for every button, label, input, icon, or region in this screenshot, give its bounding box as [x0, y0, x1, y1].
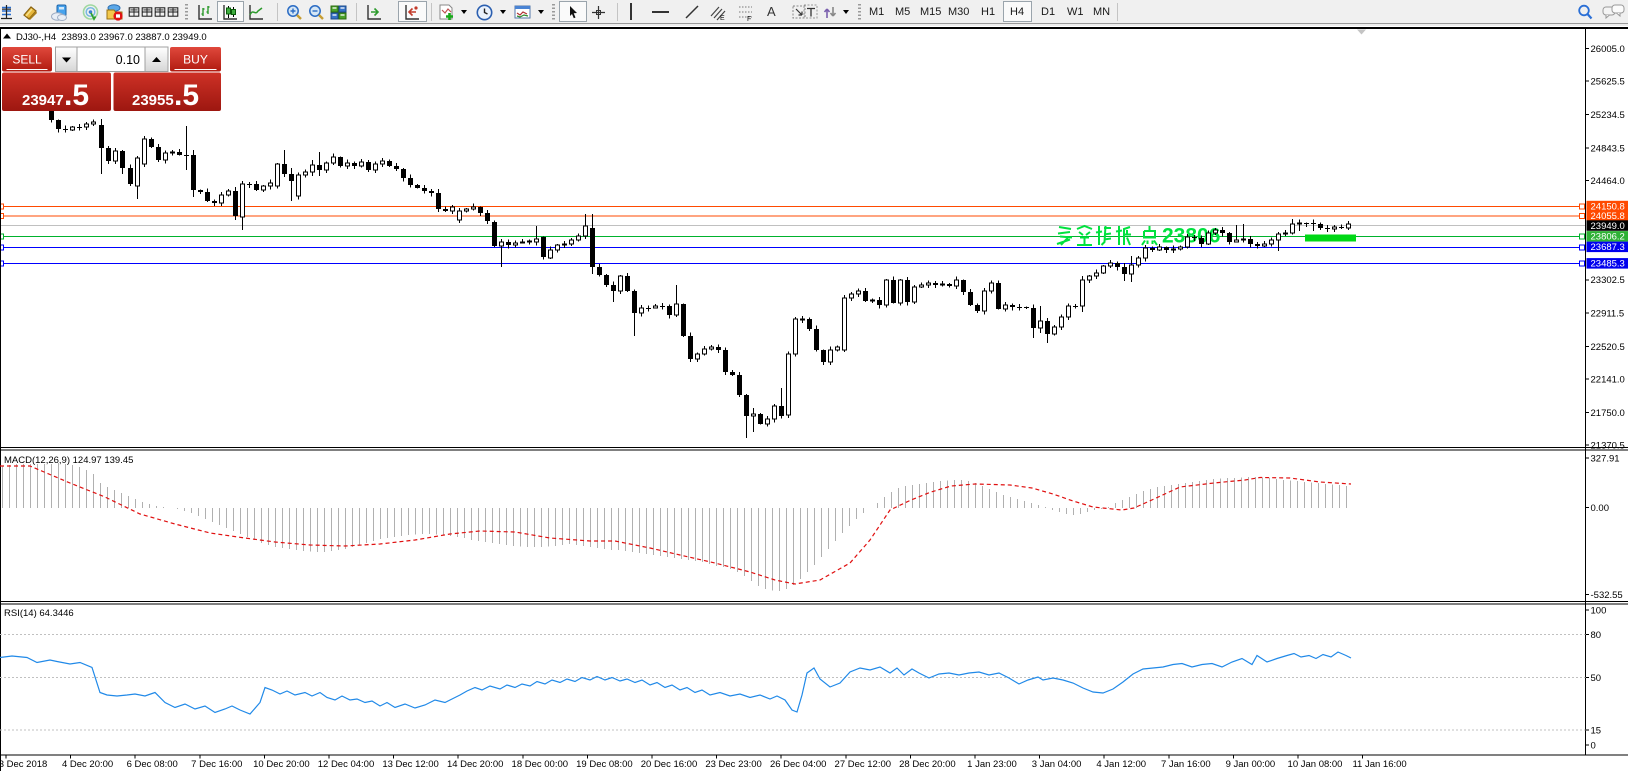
svg-text:21750.0: 21750.0 — [1591, 408, 1625, 419]
svg-text:23687.3: 23687.3 — [1591, 242, 1625, 253]
svg-text:22141.0: 22141.0 — [1591, 375, 1625, 386]
svg-text:11 Jan 16:00: 11 Jan 16:00 — [1352, 759, 1406, 770]
svg-text:23947: 23947 — [22, 92, 64, 109]
svg-text:27 Dec 12:00: 27 Dec 12:00 — [835, 759, 892, 770]
svg-text:50: 50 — [1591, 673, 1602, 684]
svg-text:24464.0: 24464.0 — [1591, 176, 1625, 187]
svg-text:13 Dec 12:00: 13 Dec 12:00 — [382, 759, 439, 770]
svg-text:SELL: SELL — [12, 53, 42, 67]
svg-text:0.00: 0.00 — [1591, 503, 1610, 514]
svg-text:3 Dec 2018: 3 Dec 2018 — [0, 759, 47, 770]
svg-text:18 Dec 00:00: 18 Dec 00:00 — [512, 759, 569, 770]
svg-text:23806.2: 23806.2 — [1591, 232, 1625, 243]
svg-text:F: F — [747, 16, 751, 22]
svg-text:23302.5: 23302.5 — [1591, 275, 1625, 286]
svg-text:100: 100 — [1591, 605, 1607, 616]
svg-text:.5: .5 — [174, 79, 199, 112]
svg-text:E: E — [720, 15, 725, 22]
svg-text:BUY: BUY — [183, 53, 208, 67]
svg-text:.5: .5 — [64, 79, 89, 112]
svg-text:7 Dec 16:00: 7 Dec 16:00 — [191, 759, 242, 770]
svg-text:24055.8: 24055.8 — [1591, 211, 1625, 222]
svg-text:6 Dec 08:00: 6 Dec 08:00 — [127, 759, 178, 770]
svg-text:MACD(12,26,9) 124.97 139.45: MACD(12,26,9) 124.97 139.45 — [4, 455, 133, 466]
svg-text:12 Dec 04:00: 12 Dec 04:00 — [318, 759, 375, 770]
svg-text:80: 80 — [1591, 630, 1602, 641]
svg-text:15: 15 — [1591, 725, 1602, 736]
svg-text:24150.8: 24150.8 — [1591, 201, 1625, 212]
svg-text:19 Dec 08:00: 19 Dec 08:00 — [576, 759, 633, 770]
svg-text:RSI(14) 64.3446: RSI(14) 64.3446 — [4, 608, 74, 619]
svg-text:DJ30-,H4 23893.0 23967.0 2388: DJ30-,H4 23893.0 23967.0 23887.0 23949.0 — [16, 32, 207, 43]
svg-text:327.91: 327.91 — [1591, 453, 1620, 464]
svg-text:26 Dec 04:00: 26 Dec 04:00 — [770, 759, 827, 770]
svg-text:23949.0: 23949.0 — [1591, 221, 1625, 232]
svg-text:23806: 23806 — [1162, 225, 1220, 248]
svg-text:23485.3: 23485.3 — [1591, 259, 1625, 270]
svg-text:23 Dec 23:00: 23 Dec 23:00 — [705, 759, 762, 770]
svg-text:10 Jan 08:00: 10 Jan 08:00 — [1288, 759, 1343, 770]
svg-text:10 Dec 20:00: 10 Dec 20:00 — [253, 759, 310, 770]
svg-text:1 Jan 23:00: 1 Jan 23:00 — [967, 759, 1017, 770]
svg-text:21370.5: 21370.5 — [1591, 440, 1625, 451]
svg-text:23955: 23955 — [132, 92, 174, 109]
svg-text:3 Jan 04:00: 3 Jan 04:00 — [1032, 759, 1082, 770]
svg-text:25625.5: 25625.5 — [1591, 77, 1625, 88]
svg-text:25234.5: 25234.5 — [1591, 110, 1625, 121]
svg-text:22520.5: 22520.5 — [1591, 342, 1625, 353]
svg-text:20 Dec 16:00: 20 Dec 16:00 — [641, 759, 698, 770]
svg-text:-532.55: -532.55 — [1591, 590, 1623, 601]
svg-text:28 Dec 20:00: 28 Dec 20:00 — [899, 759, 956, 770]
svg-text:24843.5: 24843.5 — [1591, 143, 1625, 154]
svg-text:7 Jan 16:00: 7 Jan 16:00 — [1161, 759, 1211, 770]
svg-text:0.10: 0.10 — [116, 53, 140, 67]
svg-text:4 Dec 20:00: 4 Dec 20:00 — [62, 759, 113, 770]
svg-text:9 Jan 00:00: 9 Jan 00:00 — [1226, 759, 1276, 770]
svg-text:14 Dec 20:00: 14 Dec 20:00 — [447, 759, 504, 770]
svg-text:4 Jan 12:00: 4 Jan 12:00 — [1096, 759, 1146, 770]
svg-text:22911.5: 22911.5 — [1591, 309, 1625, 320]
svg-text:0: 0 — [1591, 741, 1596, 752]
svg-text:26005.0: 26005.0 — [1591, 44, 1625, 55]
